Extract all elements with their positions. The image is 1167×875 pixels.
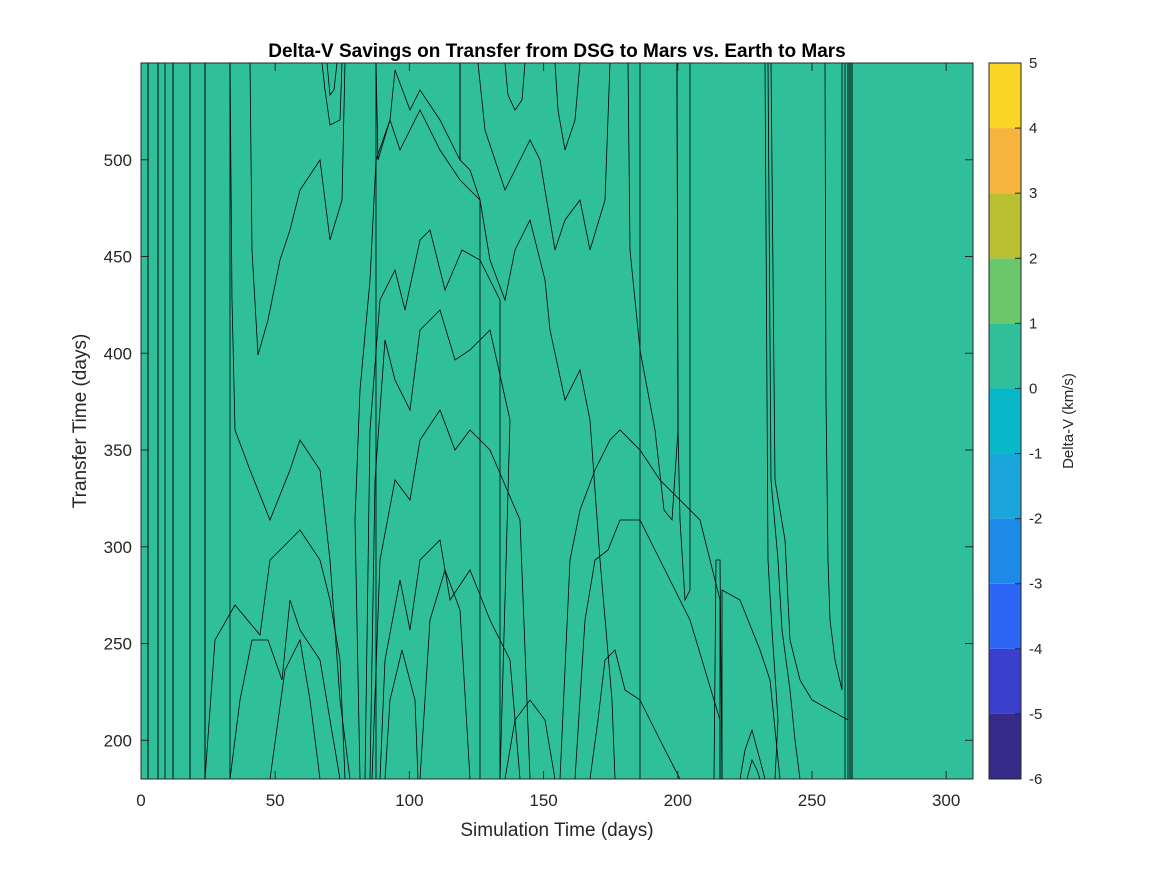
contour-region-blue-left-2: [269, 638, 321, 779]
colorbar-tick-label: -1: [1029, 446, 1042, 463]
colorbar-band: [989, 388, 1021, 454]
plot-frame: [140, 62, 974, 780]
contour-region-middle-deep-2: [419, 568, 471, 779]
x-tick-label: 250: [798, 791, 826, 810]
colorbar-tick-label: 0: [1029, 380, 1037, 397]
colorbar-frame: [988, 62, 1022, 780]
contour-region-right-band-deep: [824, 63, 843, 691]
colorbar-tick-label: -6: [1029, 771, 1042, 788]
contour-region-ribbon-left-2: [147, 63, 159, 779]
colorbar-tick-label: 5: [1029, 55, 1037, 72]
colorbar-tick-label: 3: [1029, 185, 1037, 202]
contour-region-right-band-green: [739, 728, 766, 779]
y-tick-label: 500: [104, 151, 132, 170]
colorbar-tick-label: -3: [1029, 576, 1042, 593]
y-tick-label: 300: [104, 538, 132, 557]
colorbar-bands: [989, 63, 1021, 779]
colorbar-band: [989, 323, 1021, 389]
colorbar-tick-label: 1: [1029, 315, 1037, 332]
contour-region-middle-deep-1: [384, 649, 419, 779]
x-tick-label: 50: [266, 791, 285, 810]
contour-region-middle-cyan: [354, 109, 481, 779]
contour-region-yellow-left-peak: [321, 63, 343, 126]
contour-region-yellow-left-tip: [326, 63, 338, 97]
plot-area: 0 50 100 150 200 250 300 200 250 300 350 400 450 500: [104, 62, 974, 810]
colorbar-tick-label: 4: [1029, 120, 1037, 137]
contour-region-right-band-cyan: [721, 589, 781, 779]
contour-region-right-band-lime: [746, 758, 761, 779]
colorbar-label: Delta-V (km/s): [1060, 373, 1077, 469]
contour-region-orange-left: [249, 63, 346, 356]
contour-region-yellow-left: [229, 63, 377, 779]
contour-region-spike-1: [713, 559, 723, 779]
colorbar-band: [989, 518, 1021, 584]
x-tick-label: 0: [136, 791, 145, 810]
contour-fills: [141, 63, 973, 779]
colorbar-band: [989, 258, 1021, 324]
contour-region-right-blue1: [574, 519, 721, 779]
contour-region-right-tail: [851, 63, 973, 779]
colorbar-band: [989, 193, 1021, 259]
contour-region-right-lime: [676, 63, 691, 602]
colorbar-band: [989, 583, 1021, 649]
colorbar-tick-label: 2: [1029, 250, 1037, 267]
colorbar-tick-label: -2: [1029, 511, 1042, 528]
colorbar-tick-label: -5: [1029, 706, 1042, 723]
colorbar-band: [989, 713, 1021, 779]
x-tick-label: 300: [932, 791, 960, 810]
contour-region-middle-blue2: [369, 309, 511, 779]
contour-region-middle-deep-3: [504, 699, 556, 779]
chart-title: Delta-V Savings on Transfer from DSG to …: [268, 41, 846, 62]
contour-region-middle-blue1: [364, 229, 501, 779]
y-axis-label: Transfer Time (days): [70, 334, 91, 509]
contour-region-ribbon-left-4: [189, 63, 206, 779]
y-tick-label: 400: [104, 344, 132, 363]
colorbar-band: [989, 453, 1021, 519]
colorbar-band: [989, 63, 1021, 129]
contour-region-blue-left-1: [229, 599, 341, 779]
contour-region-center-orange-top: [504, 63, 526, 111]
x-axis-label: Simulation Time (days): [460, 820, 653, 841]
x-tick-label: 200: [664, 791, 692, 810]
colorbar-ticks: 5 4 3 2 1 0 -1 -2 -3 -4 -5 -6: [1015, 55, 1042, 788]
contour-region-green-left-low: [204, 63, 231, 779]
contour-region-center-yellow: [554, 63, 581, 151]
plot-background: [141, 63, 973, 779]
x-axis: 0 50 100 150 200 250 300: [136, 63, 960, 810]
y-tick-label: 200: [104, 731, 132, 750]
y-tick-label: 350: [104, 441, 132, 460]
contour-region-center-gold: [459, 63, 641, 779]
contour-region-middle-blue3: [371, 409, 531, 779]
y-tick-label: 450: [104, 248, 132, 267]
colorbar-band: [989, 648, 1021, 714]
y-tick-label: 250: [104, 635, 132, 654]
colorbar-band: [989, 128, 1021, 194]
contour-region-center-orange: [477, 63, 611, 251]
contour-region-cyan-left-1: [204, 529, 346, 779]
y-axis: 200 250 300 350 400 450 500: [104, 151, 973, 750]
colorbar: 5 4 3 2 1 0 -1 -2 -3 -4 -5 -6 Delta-V (km/s): [988, 55, 1077, 788]
contour-region-right-blue2: [589, 649, 681, 779]
colorbar-tick-label: -4: [1029, 641, 1042, 658]
x-tick-label: 100: [395, 791, 423, 810]
x-tick-label: 150: [529, 791, 557, 810]
